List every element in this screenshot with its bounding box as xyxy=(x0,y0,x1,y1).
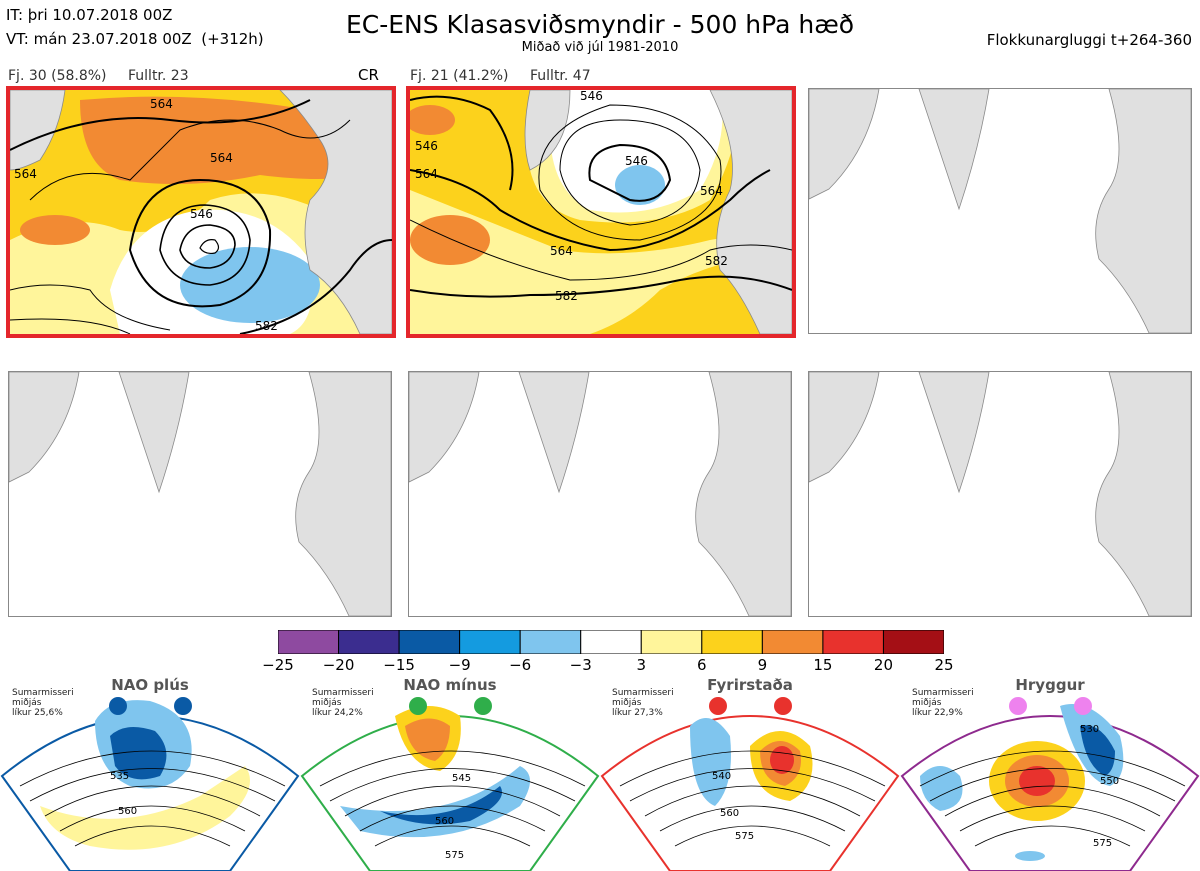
regime-title: Hryggur xyxy=(1015,676,1085,694)
regime-contour-label: 535 xyxy=(110,771,129,782)
chart-subtitle: Miðað við júl 1981-2010 xyxy=(521,40,679,55)
regime-note: Sumarmisseri miðjás líkur 27,3% xyxy=(612,688,674,718)
colorbar-segment xyxy=(519,630,582,654)
chart-title: EC-ENS Klasasviðsmyndir - 500 hPa hæð xyxy=(345,10,855,39)
regime-map-nao-minus: 545 560 575 xyxy=(300,697,600,871)
regime-contour-label: 545 xyxy=(452,773,471,784)
cluster-panel-5[interactable] xyxy=(408,371,792,617)
cluster-panel-2[interactable]: 546 546 564 546 564 564 582 582 xyxy=(406,86,796,338)
contour-label: 582 xyxy=(255,319,278,333)
regime-nao-minus: 545 560 575 NAO mínus Sumarmisseri miðjá… xyxy=(300,676,600,871)
colorbar-tick-label: −25 xyxy=(262,656,294,674)
contour-label: 564 xyxy=(150,97,173,111)
regime-title: NAO mínus xyxy=(403,676,497,694)
regime-ridge: 530 550 575 Hryggur Sumarmisseri miðjás … xyxy=(900,676,1200,871)
colorbar-segment xyxy=(398,630,461,654)
colorbar-tick-label: −6 xyxy=(509,656,532,674)
regime-map-nao-plus: 535 560 xyxy=(0,697,300,871)
contour-label: 546 xyxy=(190,207,213,221)
regime-title: NAO plús xyxy=(111,676,189,694)
colorbar-tick-label: 20 xyxy=(873,656,893,674)
regime-note: Sumarmisseri miðjás líkur 25,6% xyxy=(12,688,74,718)
contour-label: 546 xyxy=(625,154,648,168)
colorbar-tick-label: 6 xyxy=(697,656,707,674)
cluster-panel-4[interactable] xyxy=(8,371,392,617)
colorbar-tick-label: 3 xyxy=(636,656,647,674)
colorbar-segment xyxy=(338,630,400,654)
regime-contour-label: 560 xyxy=(435,816,454,827)
contour-label: 582 xyxy=(555,289,578,303)
colorbar-segment xyxy=(701,630,763,654)
colorbar-tick-label: 9 xyxy=(757,656,768,674)
regime-contour-label: 550 xyxy=(1100,776,1119,787)
regime-contour-label: 540 xyxy=(712,771,731,782)
colorbar-tick-label: −20 xyxy=(322,656,355,674)
cluster-panel-3[interactable] xyxy=(808,88,1192,334)
colorbar-segment xyxy=(278,630,340,654)
empty-map-3 xyxy=(809,89,1191,333)
contour-label: 564 xyxy=(210,151,233,165)
contour-label: 564 xyxy=(550,244,573,258)
regime-title: Fyrirstaða xyxy=(707,676,793,694)
cluster-map-2: 546 546 564 546 564 564 582 582 xyxy=(410,90,792,334)
empty-map-4 xyxy=(9,372,391,616)
contour-label: 546 xyxy=(415,139,438,153)
cluster-map-1: 564 564 546 564 582 xyxy=(10,90,392,334)
contour-label: 546 xyxy=(580,90,603,103)
colorbar-tick-label: 15 xyxy=(813,656,833,674)
contour-label: 582 xyxy=(705,254,728,268)
regime-contour-label: 560 xyxy=(118,806,137,817)
colorbar-segment xyxy=(640,630,703,654)
valid-time: VT: mán 23.07.2018 00Z (+312h) xyxy=(6,30,264,48)
colorbar-segment xyxy=(761,630,824,654)
panel-1-members: Fj. 30 (58.8%) xyxy=(8,68,107,84)
regime-blocking: 540 560 575 Fyrirstaða Sumarmisseri miðj… xyxy=(600,676,900,871)
panel-2-representative: Fulltr. 47 xyxy=(530,68,591,84)
colorbar-segment xyxy=(822,630,884,654)
regime-nao-plus: 535 560 NAO plús Sumarmisseri miðjás lík… xyxy=(0,676,300,871)
empty-map-5 xyxy=(409,372,791,616)
colorbar-segment xyxy=(459,630,521,654)
regime-contour-label: 575 xyxy=(735,831,754,842)
cluster-panel-1[interactable]: 564 564 546 564 582 xyxy=(6,86,396,338)
colorbar-tick-label: −15 xyxy=(383,656,415,674)
colorbar xyxy=(278,630,944,654)
regime-note: Sumarmisseri miðjás líkur 22,9% xyxy=(912,688,974,718)
cluster-panel-6[interactable] xyxy=(808,371,1192,617)
colorbar-tick-label: −9 xyxy=(448,656,471,674)
panel-1-representative: Fulltr. 23 xyxy=(128,68,189,84)
regime-map-ridge: 530 550 575 xyxy=(900,697,1200,871)
regime-contour-label: 560 xyxy=(720,808,739,819)
contour-label: 564 xyxy=(415,167,438,181)
colorbar-tick-label: 25 xyxy=(934,656,954,674)
regime-contour-label: 530 xyxy=(1080,724,1099,735)
regime-map-blocking: 540 560 575 xyxy=(600,697,900,871)
cluster-window: Flokkunargluggi t+264-360 xyxy=(986,31,1192,49)
colorbar-tick-label: −3 xyxy=(569,656,592,674)
initial-time: IT: þri 10.07.2018 00Z xyxy=(6,6,173,24)
contour-label: 564 xyxy=(700,184,723,198)
panel-2-members: Fj. 21 (41.2%) xyxy=(410,68,509,84)
regime-note: Sumarmisseri miðjás líkur 24,2% xyxy=(312,688,374,718)
empty-map-6 xyxy=(809,372,1191,616)
contour-label: 564 xyxy=(14,167,37,181)
regime-contour-label: 575 xyxy=(1093,838,1112,849)
regime-contour-label: 575 xyxy=(445,850,464,861)
colorbar-segment xyxy=(882,630,944,654)
panel-1-regime-code: CR xyxy=(358,66,379,84)
colorbar-segment xyxy=(580,630,642,654)
